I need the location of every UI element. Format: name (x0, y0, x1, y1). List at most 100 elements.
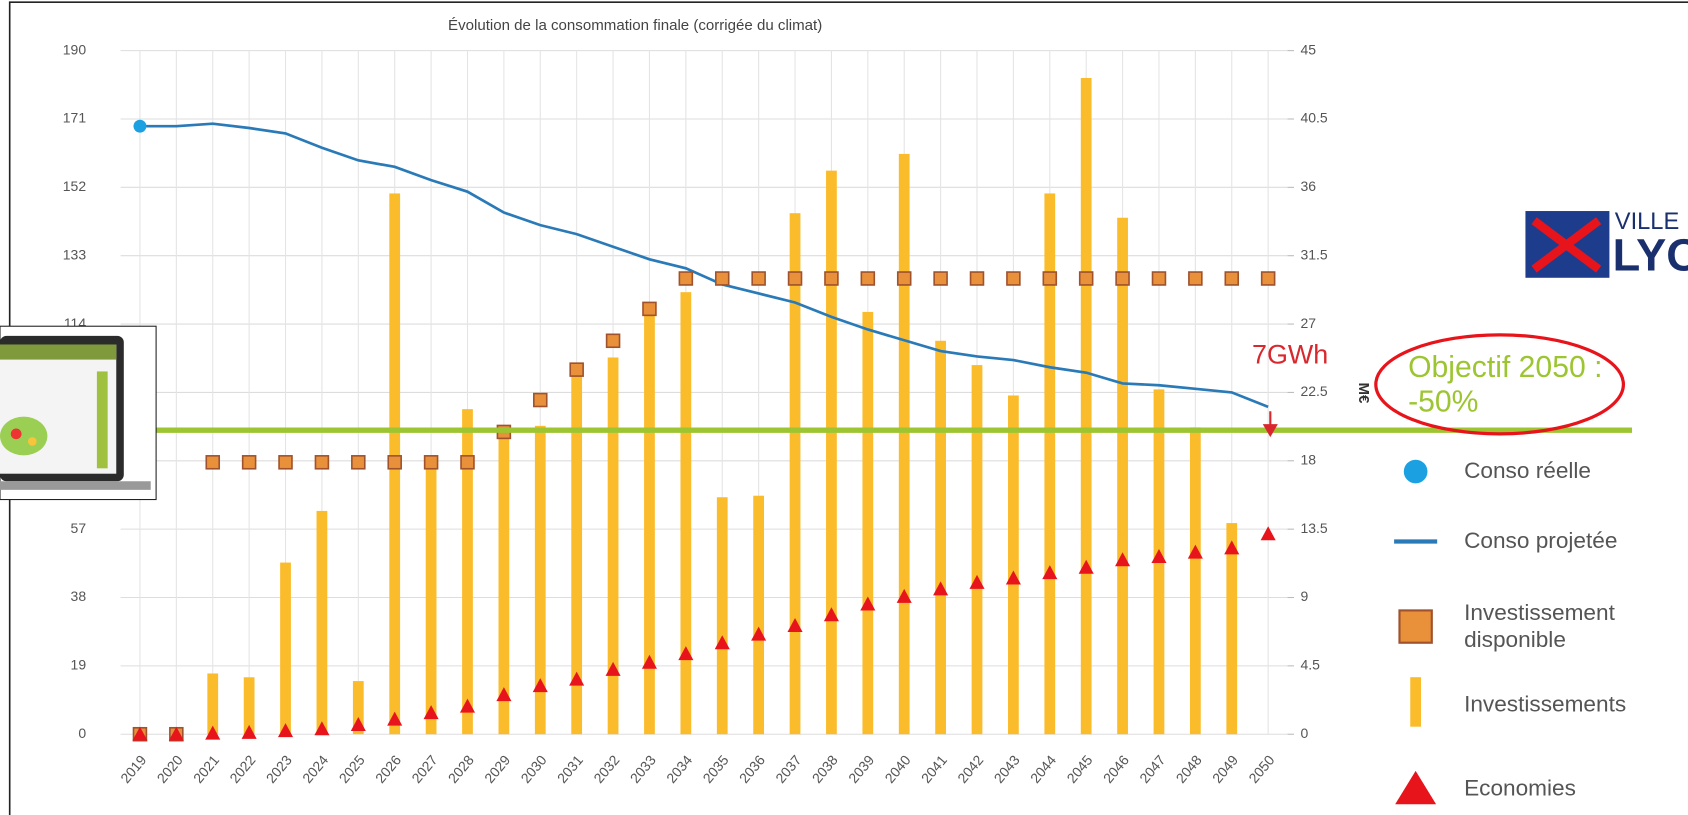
marker-triangle (969, 574, 985, 589)
bar (862, 311, 874, 735)
marker-triangle (1078, 559, 1094, 574)
marks (120, 77, 1633, 742)
x-tick-label: 2035 (699, 752, 731, 786)
bar (935, 340, 946, 735)
map-blob (0, 416, 48, 456)
marker-square (933, 271, 948, 286)
marker-triangle (205, 725, 221, 740)
marker-square (1151, 271, 1167, 286)
laptop-inset (0, 325, 157, 501)
objective-box: Objectif 2050 : -50% (1408, 349, 1603, 418)
marker-square (896, 271, 912, 286)
y-tick-label: 0 (78, 725, 86, 741)
marker-square (642, 301, 657, 317)
marker-square (860, 271, 876, 286)
marker-triangle (605, 661, 621, 676)
marker-square (678, 271, 694, 286)
x-tick-label: 2032 (590, 752, 622, 786)
gap-annotation: 7GWh (1252, 339, 1328, 369)
bar (352, 681, 364, 735)
map-dot (27, 437, 37, 446)
bar (753, 495, 765, 735)
marker-square (1078, 271, 1094, 286)
bar (644, 313, 655, 735)
y-tick-label: 171 (63, 110, 87, 126)
y2-tick-label: 9 (1300, 588, 1308, 604)
x-tick-label: 2044 (1027, 752, 1059, 786)
legend-label-box: Investissements (1464, 693, 1626, 718)
y2-tick-label: 45 (1300, 41, 1316, 57)
y-tick-label: 57 (71, 520, 87, 536)
bar (716, 497, 728, 735)
x-tick-label: 2049 (1209, 752, 1241, 786)
logo: VILLE LYO (1525, 209, 1688, 280)
y2-tick-label: 40.5 (1300, 110, 1327, 126)
y-tick-label: 38 (71, 588, 87, 604)
x-tick-label: 2047 (1136, 752, 1168, 786)
bar (826, 170, 837, 735)
x-tick-label: 2040 (881, 752, 913, 786)
marker-triangle (896, 588, 912, 603)
bar (1080, 77, 1092, 735)
x-tick-label: 2019 (117, 752, 149, 786)
x-tick-label: 2050 (1245, 752, 1277, 786)
marker-triangle (1224, 540, 1240, 555)
y2-tick-label: 4.5 (1300, 657, 1320, 673)
marker-triangle (933, 581, 949, 596)
x-tick-label: 2029 (481, 752, 513, 786)
y2-tick-label: 13.5 (1300, 520, 1327, 536)
marker-square (1260, 271, 1276, 286)
bar (243, 677, 255, 735)
bar (898, 153, 910, 735)
marker-square (714, 271, 730, 286)
logo-cross (1531, 217, 1602, 273)
marker-square (205, 455, 221, 470)
marker-triangle (823, 607, 839, 622)
marker-square (1006, 271, 1021, 286)
x-tick-label: 2033 (627, 752, 659, 786)
chart-title: Évolution de la consommation finale (cor… (448, 17, 822, 34)
bar (680, 292, 692, 735)
x-tick-label: 2022 (226, 752, 258, 786)
legend-label-box: Investissement disponible (1464, 601, 1615, 653)
marker-triangle (387, 711, 403, 726)
legend-square (1398, 609, 1433, 644)
grid: 0193857769511413315217119004.5913.51822.… (63, 41, 1328, 786)
x-tick-label: 2043 (991, 752, 1023, 786)
marker-triangle (787, 618, 803, 633)
legend: Conso réelle Conso projetée Investissement… (1394, 459, 1626, 805)
marker-square (533, 392, 548, 408)
marker-triangle (1187, 544, 1203, 559)
objective-annotation: Objectif 2050 : -50% (1408, 349, 1603, 418)
bar (280, 562, 291, 735)
legend-label-box: Conso projetée (1464, 529, 1617, 554)
y2-tick-label: 0 (1300, 725, 1308, 741)
objective-circle (1374, 333, 1626, 436)
marker-triangle (1151, 548, 1167, 563)
bar (789, 213, 801, 735)
marker-square (423, 455, 439, 470)
laptop-base (0, 481, 151, 490)
x-tick-label: 2037 (772, 752, 804, 786)
legend-label-box: Economies (1464, 777, 1576, 802)
marker-square (969, 271, 985, 286)
marker-triangle (496, 687, 512, 702)
marker-triangle (1115, 552, 1131, 567)
marker-triangle (132, 726, 148, 741)
y-tick-label: 133 (63, 246, 87, 262)
x-tick-label: 2045 (1063, 752, 1095, 786)
x-tick-label: 2046 (1100, 752, 1132, 786)
marker-triangle (1005, 570, 1021, 585)
marker-square (460, 455, 475, 470)
bar (316, 510, 328, 735)
y2-tick-label: 22.5 (1300, 383, 1327, 399)
legend-bar (1410, 677, 1422, 727)
marker-square (1115, 271, 1130, 286)
x-tick-label: 2028 (445, 752, 477, 786)
y2-axis-label: M€ (1355, 382, 1372, 404)
x-tick-label: 2041 (918, 752, 950, 786)
marker-square (1188, 271, 1203, 286)
bar (462, 409, 473, 735)
